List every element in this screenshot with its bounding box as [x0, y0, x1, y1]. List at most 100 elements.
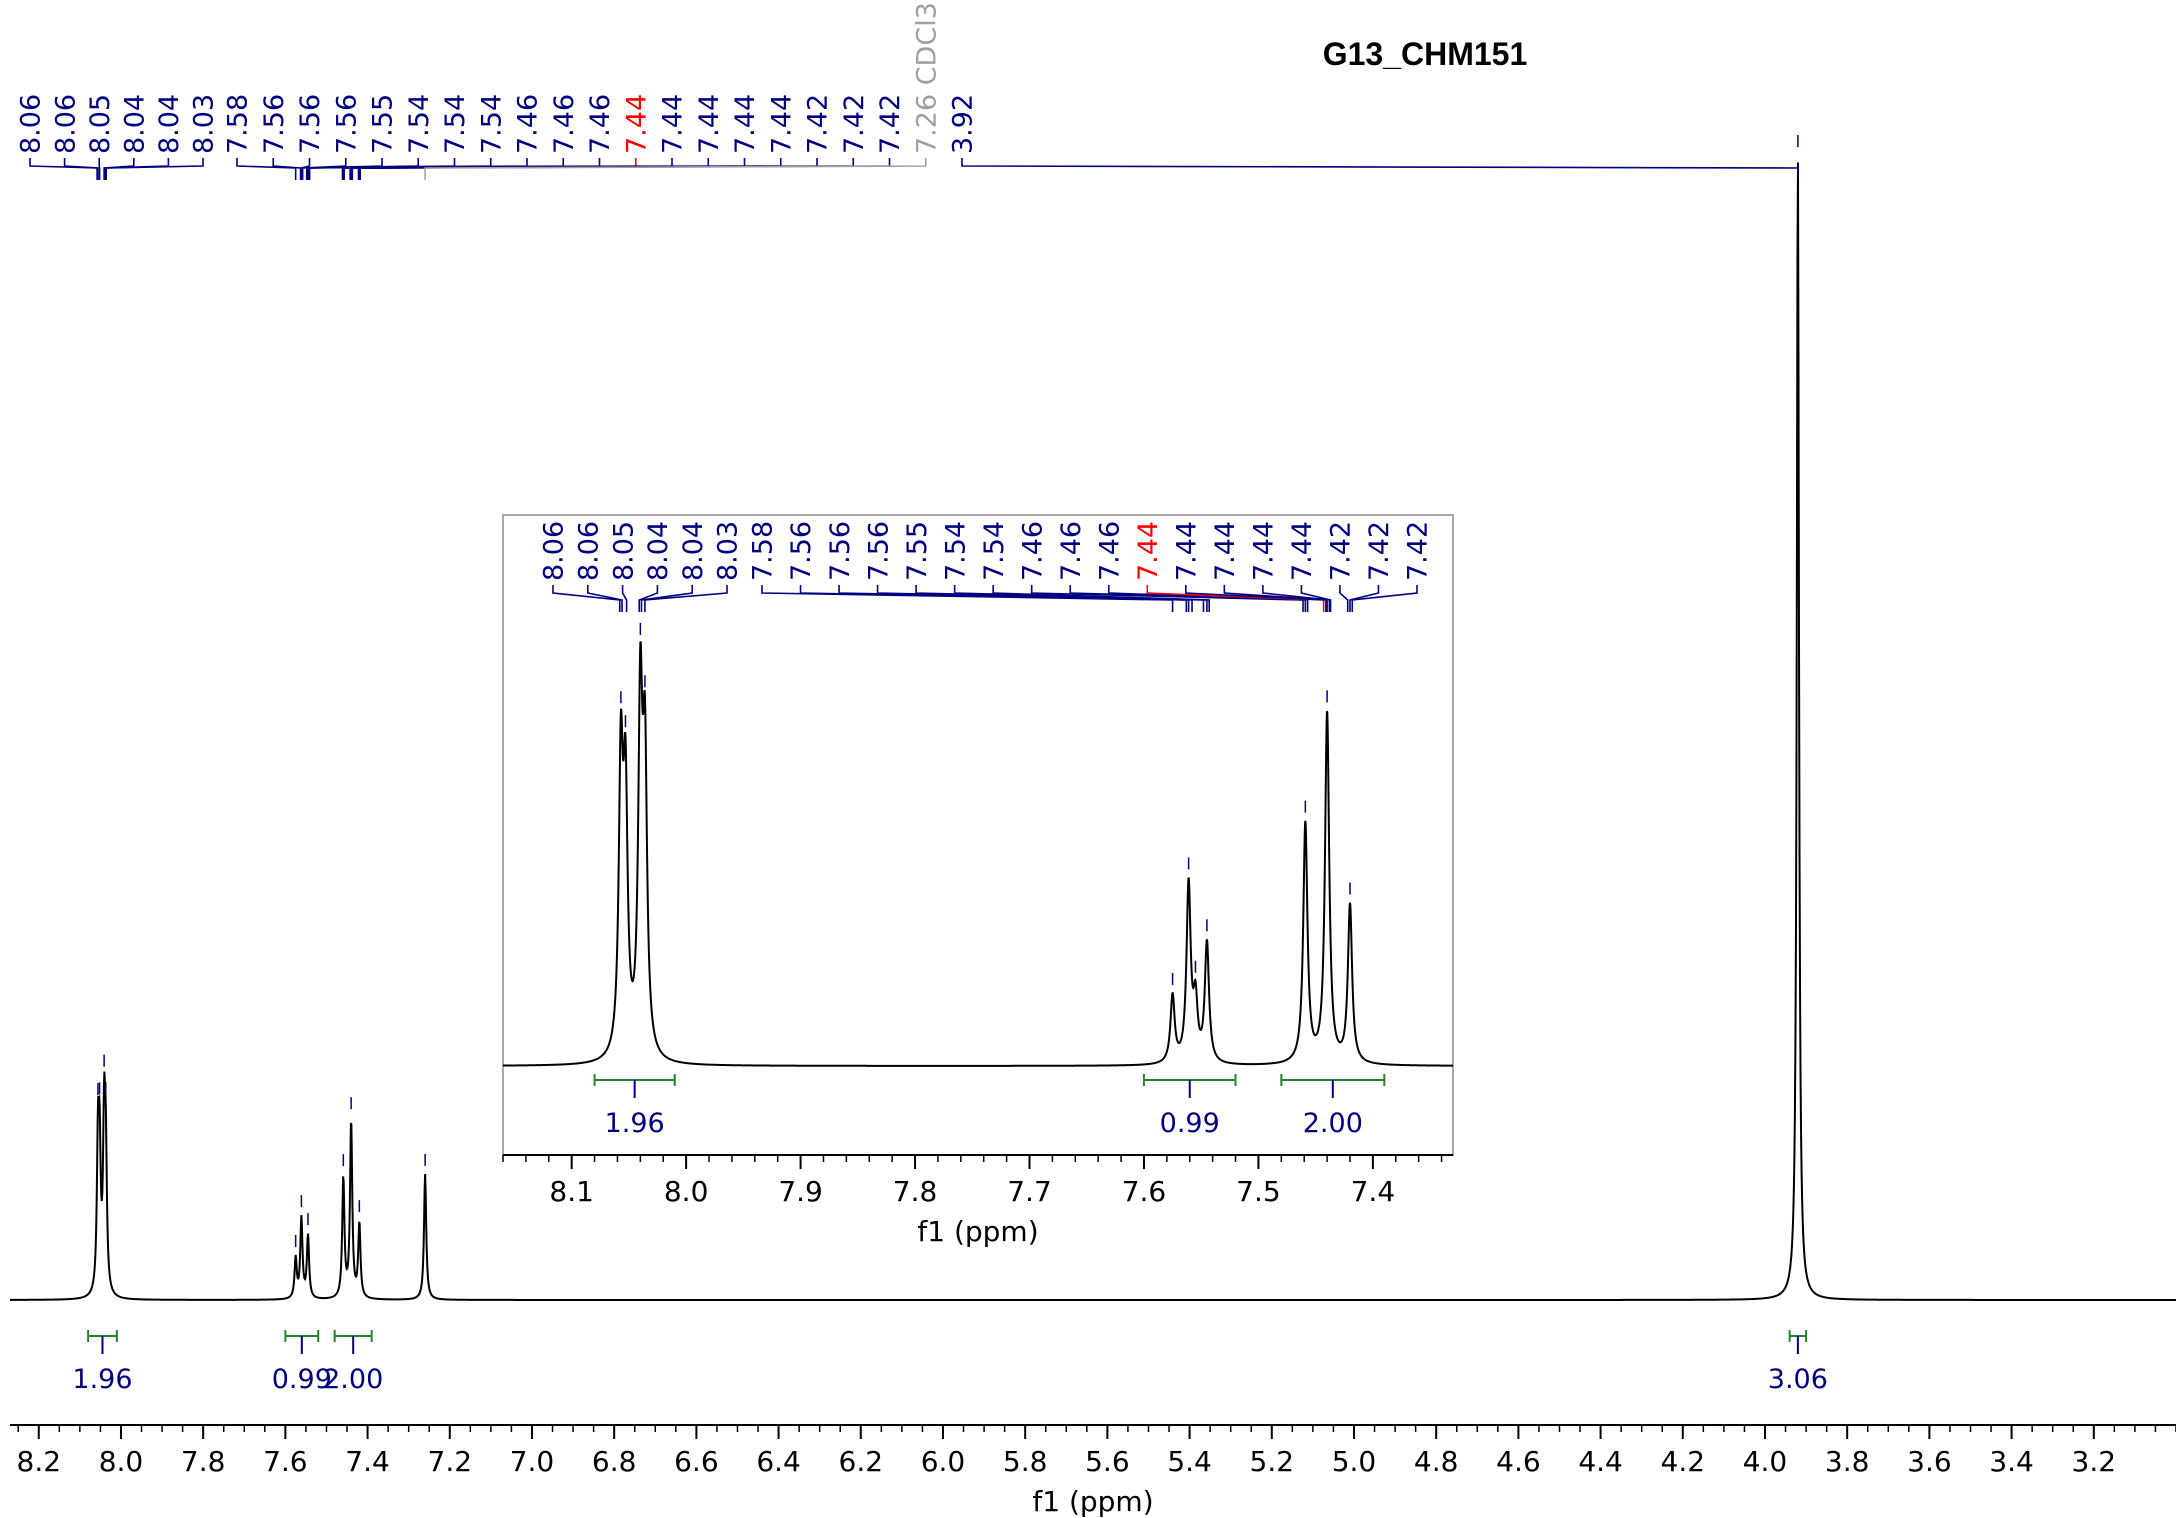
peak-label-text: 7.56: [295, 94, 326, 154]
x-tick-label: 5.2: [1250, 1445, 1295, 1478]
peak-label-text: 8.04: [678, 521, 709, 581]
x-tick-label: 4.6: [1496, 1445, 1541, 1478]
peak-label-leader: [1339, 585, 1349, 612]
peak-label: 8.03: [105, 94, 220, 180]
x-tick-label: 7.2: [428, 1445, 473, 1478]
peak-label-leader: [424, 158, 927, 180]
peak-label-text: 7.44: [1287, 521, 1318, 581]
peak-label-leader: [63, 158, 99, 180]
peak-label: 7.42: [1326, 521, 1357, 612]
peak-label-leader: [342, 158, 565, 180]
peak-label-text: 7.54: [940, 521, 971, 581]
peak-label-leader: [1107, 585, 1309, 612]
peak-label-text: 7.58: [223, 94, 254, 154]
peak-label: 7.58: [223, 94, 297, 180]
x-tick-label: 8.0: [664, 1175, 709, 1208]
peak-label-text: 7.42: [1326, 521, 1357, 581]
peak-label: 7.46: [343, 94, 616, 180]
peak-label: 7.56: [301, 94, 362, 180]
peak-label-leader: [349, 158, 637, 180]
peak-label-text: 7.44: [1210, 521, 1241, 581]
peak-label: 8.04: [104, 94, 185, 180]
peak-label-text: 7.44: [766, 94, 797, 154]
x-tick-label: 7.8: [181, 1445, 226, 1478]
x-tick-label: 3.8: [1825, 1445, 1870, 1478]
x-tick-label: 5.6: [1085, 1445, 1130, 1478]
peak-label: 8.05: [85, 94, 116, 180]
x-tick-label: 8.0: [99, 1445, 144, 1478]
peak-label-text: 7.46: [1056, 521, 1087, 581]
peak-label-text: 8.06: [539, 521, 570, 581]
peak-label-text: 7.42: [803, 94, 834, 154]
peak-label-text: 7.54: [440, 94, 471, 154]
x-tick-label: 7.0: [510, 1445, 555, 1478]
peak-label: 7.44: [1249, 521, 1331, 612]
peak-label-leader: [103, 158, 135, 180]
peak-label: 7.56: [863, 521, 1193, 612]
x-tick-label: 3.6: [1907, 1445, 1952, 1478]
peak-label-text: 8.04: [120, 94, 151, 154]
integral-value: 2.00: [323, 1364, 383, 1395]
peak-label: 7.56: [786, 521, 1188, 612]
peak-label-text: 7.46: [549, 94, 580, 154]
peak-label-leader: [105, 158, 204, 180]
peak-label-leader: [272, 158, 302, 180]
peak-label: 7.54: [979, 521, 1210, 612]
peak-label: 8.04: [103, 94, 151, 180]
x-tick-label: 6.0: [921, 1445, 966, 1478]
peak-label: 8.04: [640, 521, 709, 612]
peak-label-text: 3.92: [948, 94, 979, 154]
peak-label-leader: [351, 158, 782, 180]
solvent-peak-label: 7.26 CDCl3: [424, 2, 942, 180]
integral-region: 3.06: [1768, 1330, 1828, 1395]
peak-label-text: 7.56: [825, 521, 856, 581]
peak-label-leader: [351, 158, 746, 180]
peak-label-text: 7.56: [259, 94, 290, 154]
peak-label-leader: [1185, 585, 1327, 612]
peak-label: 8.04: [638, 521, 674, 612]
peak-label-leader: [341, 158, 528, 180]
spectrum-trace: [9, 162, 2176, 1301]
peak-label-text: 8.04: [643, 521, 674, 581]
integral-region: 0.99: [272, 1330, 332, 1395]
peak-label-text: 8.06: [16, 94, 47, 154]
peak-label: 7.56: [295, 94, 326, 180]
peak-label-leader: [29, 158, 98, 180]
x-tick-label: 6.6: [674, 1445, 719, 1478]
peak-label: 8.06: [539, 521, 621, 612]
x-tick-label: 7.9: [778, 1175, 823, 1208]
peak-label-leader: [308, 158, 492, 180]
peak-label-leader: [236, 158, 297, 180]
peak-label-text: 7.58: [748, 521, 779, 581]
peak-label: 8.05: [608, 521, 639, 612]
x-tick-label: 8.1: [549, 1175, 594, 1208]
peak-label: 7.42: [1349, 521, 1395, 612]
x-tick-label: 7.6: [1122, 1175, 1167, 1208]
peak-label-text: 8.03: [713, 521, 744, 581]
peak-label: 7.44: [1287, 521, 1332, 612]
peak-label-leader: [104, 158, 170, 180]
peak-label-leader: [621, 585, 628, 612]
x-axis-label: f1 (ppm): [1032, 1485, 1153, 1518]
x-tick-label: 6.2: [839, 1445, 884, 1478]
peak-label-leader: [961, 158, 1799, 180]
x-tick-label: 4.4: [1578, 1445, 1623, 1478]
peak-label: 8.03: [644, 521, 744, 612]
peak-label-text: 7.55: [368, 94, 399, 154]
integral-value: 1.96: [72, 1364, 132, 1395]
x-tick-label: 7.7: [1007, 1175, 1052, 1208]
peak-label-text: 7.46: [513, 94, 544, 154]
peak-label-text: 7.44: [658, 94, 689, 154]
solvent-label-text: 7.26 CDCl3: [911, 2, 942, 154]
peak-label-text: 7.54: [476, 94, 507, 154]
peak-label-text: 7.46: [1094, 521, 1125, 581]
x-tick-label: 3.2: [2072, 1445, 2117, 1478]
peak-label: 7.44: [1133, 521, 1325, 612]
peak-label-leader: [644, 585, 728, 612]
integral-region: 1.96: [72, 1330, 133, 1395]
integral-region: 2.00: [323, 1330, 383, 1395]
x-axis-label: f1 (ppm): [917, 1215, 1038, 1248]
x-tick-label: 3.4: [1989, 1445, 2034, 1478]
main-spectrum-plot: 8.2 8.0 7.8 7.6 7.4 7.2 7.0 6.8 6.6 6.4 6.2 6.0 5.8 5…: [9, 2, 2176, 1518]
